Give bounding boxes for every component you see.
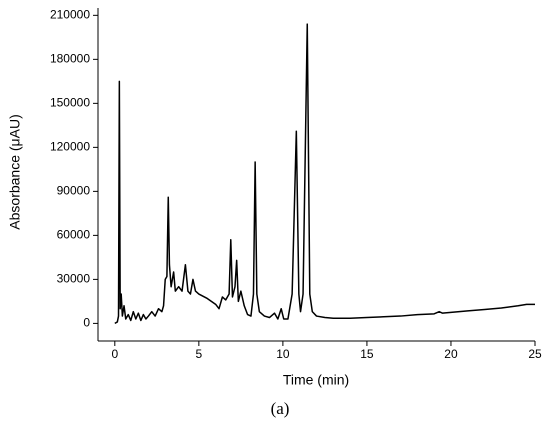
y-tick-label: 180000 — [50, 52, 90, 66]
caption: (a) — [271, 399, 290, 418]
y-tick-label: 150000 — [50, 96, 90, 110]
x-axis-label: Time (min) — [283, 372, 349, 388]
y-tick-label: 30000 — [57, 272, 91, 286]
x-tick-label: 10 — [276, 347, 290, 361]
x-tick-label: 15 — [360, 347, 374, 361]
x-tick-label: 25 — [528, 347, 542, 361]
y-tick-label: 120000 — [50, 140, 90, 154]
y-tick-label: 90000 — [57, 184, 91, 198]
y-tick-label: 210000 — [50, 8, 90, 22]
data-line — [114, 23, 535, 325]
y-tick-label: 0 — [83, 316, 90, 330]
y-axis-label: Absorbance (μAU) — [7, 114, 23, 229]
x-tick-label: 20 — [444, 347, 458, 361]
x-tick-label: 0 — [111, 347, 118, 361]
y-tick-label: 60000 — [57, 228, 91, 242]
x-tick-label: 5 — [196, 347, 203, 361]
